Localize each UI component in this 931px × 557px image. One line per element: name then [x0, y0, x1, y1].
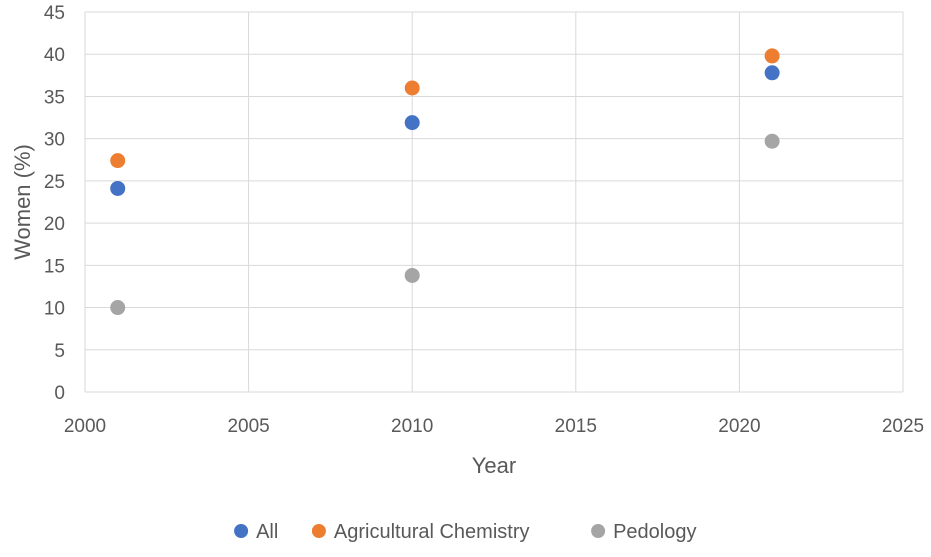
y-tick-label: 45 [44, 3, 65, 24]
x-axis-title: Year [472, 453, 516, 478]
data-point-series-0 [110, 180, 126, 196]
axes [84, 12, 903, 393]
legend-label: All [256, 521, 278, 543]
data-point-series-1 [404, 80, 420, 96]
data-point-series-1 [764, 48, 780, 64]
y-tick-label: 30 [44, 130, 65, 151]
y-tick-label: 0 [54, 383, 65, 404]
y-axis-title: Women (%) [10, 144, 35, 260]
data-point-series-2 [110, 300, 126, 316]
x-tick-label: 2010 [391, 416, 433, 437]
y-tick-label: 25 [44, 172, 65, 193]
data-point-series-2 [764, 133, 780, 149]
y-tick-label: 5 [54, 341, 65, 362]
gridlines [85, 11, 904, 392]
y-tick-label: 35 [44, 87, 65, 108]
legend-marker [311, 524, 326, 538]
data-point-series-0 [404, 115, 420, 131]
data-points [110, 48, 780, 316]
legend-label: Agricultural Chemistry [334, 521, 530, 543]
x-tick-label: 2015 [555, 416, 597, 437]
data-point-series-2 [404, 267, 420, 283]
data-point-series-0 [764, 65, 780, 81]
y-tick-label: 15 [44, 256, 65, 277]
legend-item: Agricultural Chemistry [311, 521, 530, 543]
y-tick-label: 20 [44, 214, 65, 235]
x-tick-label: 2005 [227, 416, 269, 437]
legend-label: Pedology [613, 521, 696, 543]
y-tick-label: 40 [44, 45, 65, 66]
legend-item: Pedology [591, 521, 697, 543]
data-point-series-1 [110, 153, 126, 169]
legend-marker [234, 524, 249, 538]
legend: All Agricultural Chemistry Pedology [234, 521, 697, 543]
legend-marker [591, 524, 606, 538]
legend-item: All [234, 521, 278, 543]
y-tick-label: 10 [44, 299, 65, 320]
x-tick-label: 2020 [718, 416, 760, 437]
x-tick-label: 2000 [64, 416, 106, 437]
x-tick-label: 2025 [882, 416, 924, 437]
